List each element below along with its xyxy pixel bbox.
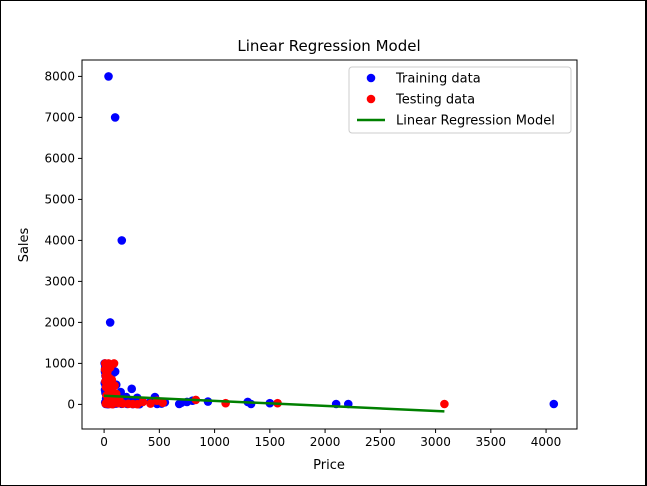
plot-area: 0 500 1000 1500 2000 2500 3000 3500 4000 0 1000 200… xyxy=(44,59,578,449)
x-tick-label: 3500 xyxy=(476,435,507,449)
y-tick-label: 7000 xyxy=(44,110,75,124)
y-tick-label: 0 xyxy=(67,397,75,411)
x-tick-label: 3000 xyxy=(420,435,451,449)
data-point-testing xyxy=(108,399,117,409)
legend-box xyxy=(348,66,572,134)
regression-line xyxy=(104,394,445,413)
y-tick-label: 3000 xyxy=(44,274,75,288)
y-tick-label: 4000 xyxy=(44,233,75,247)
x-axis-label: Price xyxy=(313,458,345,473)
y-tick-label: 1000 xyxy=(44,356,75,370)
data-point-testing xyxy=(158,398,167,408)
axes-frame xyxy=(81,59,578,430)
y-tick-label: 8000 xyxy=(44,69,75,83)
data-point-training xyxy=(127,384,137,394)
data-point-training xyxy=(110,113,120,122)
y-tick-label: 6000 xyxy=(44,151,75,165)
x-tick-label: 2500 xyxy=(365,435,396,449)
data-point-training xyxy=(246,399,256,409)
data-point-testing xyxy=(146,399,155,408)
legend-label: Linear Regression Model xyxy=(396,114,555,129)
x-tick-label: 4000 xyxy=(531,435,562,449)
data-point-testing xyxy=(440,399,449,409)
x-tick-label: 500 xyxy=(148,435,171,449)
x-tick-label: 1500 xyxy=(255,435,286,449)
x-tick-label: 2000 xyxy=(310,435,341,449)
data-point-training xyxy=(104,72,113,81)
data-point-testing xyxy=(138,397,148,407)
window-edge xyxy=(645,0,647,486)
legend-marker xyxy=(366,73,376,83)
legend-label: Training data xyxy=(395,72,481,87)
y-axis-label: Sales xyxy=(17,227,32,262)
chart-title: Linear Regression Model xyxy=(237,37,420,55)
data-point-training xyxy=(549,399,559,409)
x-tick-label: 1000 xyxy=(199,435,230,449)
legend-marker xyxy=(366,94,376,104)
x-tick-label: 0 xyxy=(100,435,108,449)
legend-label: Testing data xyxy=(395,93,475,108)
y-tick-label: 5000 xyxy=(44,192,75,206)
data-point-training xyxy=(117,236,127,245)
y-tick-label: 2000 xyxy=(44,315,75,329)
data-point-training xyxy=(105,318,115,327)
legend: Training data Testing data Linear Regressi… xyxy=(348,66,572,134)
data-point-training xyxy=(174,399,184,409)
